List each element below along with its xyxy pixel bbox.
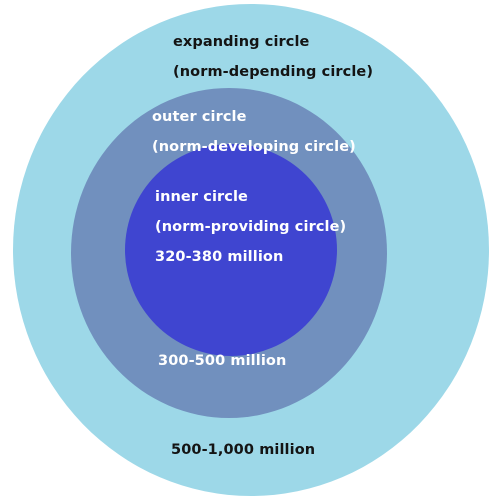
outer-circle-title: outer circle [152,109,247,125]
expanding-circle-population: 500-1,000 million [171,442,316,458]
outer-circle-subtitle: (norm-developing circle) [152,139,356,155]
inner-circle-title: inner circle [155,189,248,205]
inner-circle-shape [125,144,337,356]
outer-circle-population: 300-500 million [158,353,287,369]
expanding-circle-title: expanding circle [173,34,310,50]
expanding-circle-subtitle: (norm-depending circle) [173,64,374,80]
inner-circle-population: 320-380 million [155,249,284,265]
inner-circle-subtitle: (norm-providing circle) [155,219,347,235]
